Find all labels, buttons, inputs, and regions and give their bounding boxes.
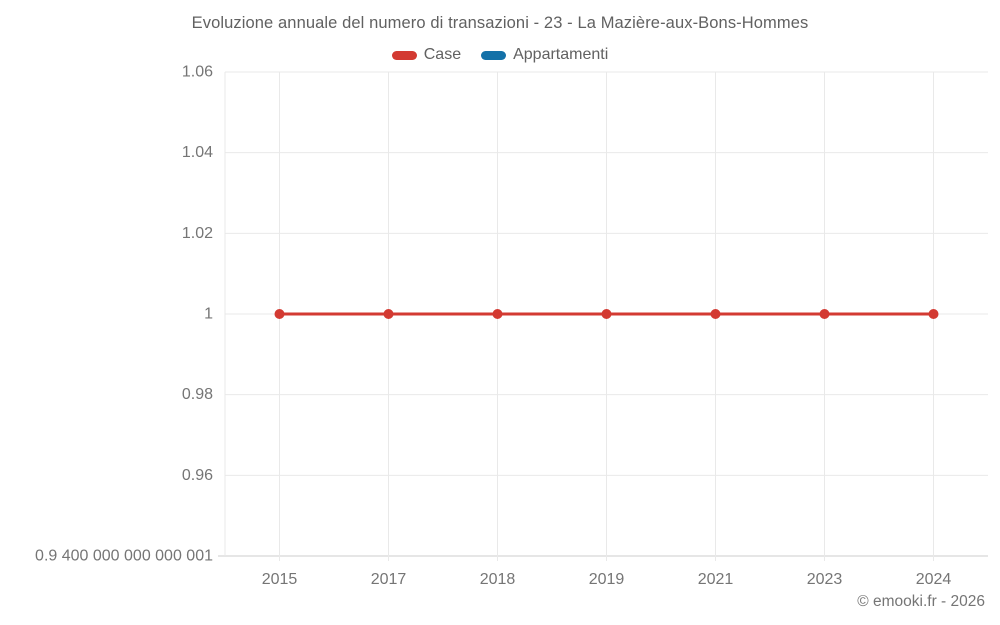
y-tick-label: 1 xyxy=(204,306,213,323)
data-point-case-2019[interactable] xyxy=(601,309,612,319)
y-tick-label: 1.06 xyxy=(182,64,213,81)
data-point-case-2021[interactable] xyxy=(710,309,721,319)
data-point-case-2015[interactable] xyxy=(274,309,285,319)
y-tick-label: 0.96 xyxy=(182,467,213,484)
x-tick-label: 2018 xyxy=(480,571,516,588)
x-tick-label: 2017 xyxy=(371,571,407,588)
x-tick-label: 2023 xyxy=(807,571,843,588)
data-point-case-2017[interactable] xyxy=(383,309,394,319)
legend-item-appartamenti[interactable]: Appartamenti xyxy=(481,46,608,64)
legend-item-case[interactable]: Case xyxy=(391,46,462,64)
data-point-case-2024[interactable] xyxy=(928,309,939,319)
legend-label-appartamenti: Appartamenti xyxy=(513,46,609,63)
y-tick-label: 0.9 400 000 000 000 001 xyxy=(35,548,213,565)
y-tick-label: 1.04 xyxy=(182,144,213,161)
x-tick-label: 2024 xyxy=(916,571,952,588)
data-point-case-2018[interactable] xyxy=(492,309,503,319)
legend: Case Appartamenti xyxy=(0,46,1000,64)
legend-swatch-appartamenti xyxy=(481,50,507,60)
x-tick-label: 2019 xyxy=(589,571,625,588)
x-tick-label: 2015 xyxy=(262,571,298,588)
legend-swatch-case xyxy=(391,50,417,60)
y-tick-label: 0.98 xyxy=(182,386,213,403)
y-tick-label: 1.02 xyxy=(182,225,213,242)
x-tick-label: 2021 xyxy=(698,571,734,588)
watermark-credit: © emooki.fr - 2026 xyxy=(857,593,985,610)
legend-label-case: Case xyxy=(423,46,462,63)
chart-title: Evoluzione annuale del numero di transaz… xyxy=(191,14,809,32)
data-point-case-2023[interactable] xyxy=(819,309,830,319)
